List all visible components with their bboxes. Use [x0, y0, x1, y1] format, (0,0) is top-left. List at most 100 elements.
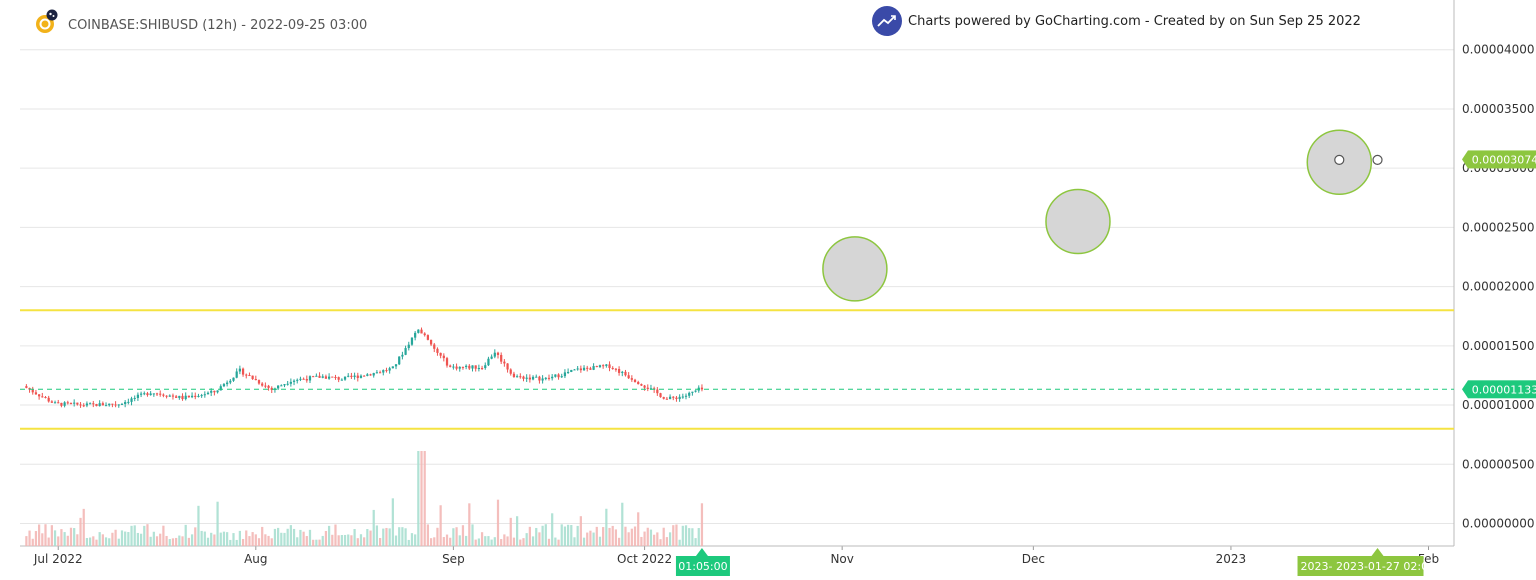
volume-bar [410, 533, 414, 546]
coin-logo-icon [34, 9, 60, 35]
date-tag-prefix: 2023- [1301, 560, 1333, 573]
candle-body [496, 352, 500, 355]
candle-body [630, 378, 633, 380]
volume-bar [350, 535, 353, 546]
candle-body [503, 361, 506, 364]
candle-body [264, 385, 267, 387]
candle-body [159, 393, 162, 395]
candle-body [184, 395, 187, 400]
volume-bar [566, 524, 570, 546]
volume-bar [197, 505, 200, 546]
volume-bar [162, 525, 165, 546]
candle-body [643, 385, 646, 388]
volume-bar [691, 528, 694, 546]
candle-body [573, 369, 576, 371]
volume-bar [637, 512, 640, 546]
candle-body [589, 368, 592, 370]
volume-bar [544, 524, 547, 546]
volume-bar [662, 527, 665, 546]
volume-bar [401, 527, 404, 546]
candle-body [277, 385, 280, 389]
candle-body [474, 365, 477, 369]
volume-bar [372, 509, 375, 546]
volume-bar [251, 532, 254, 546]
volume-bar [57, 536, 60, 546]
candle-body [25, 386, 28, 388]
candle-body [69, 402, 73, 404]
volume-bar [592, 532, 595, 546]
candle-body [41, 396, 44, 398]
candle-body [468, 365, 471, 369]
candle-body [614, 368, 618, 370]
price-tag-arrow [1462, 380, 1468, 399]
volume-bar [25, 536, 28, 546]
candle-body [522, 376, 525, 379]
volume-bar [47, 537, 50, 546]
candle-body [63, 402, 66, 406]
candle-body [47, 397, 50, 402]
volume-bar [149, 536, 152, 546]
candle-body [216, 390, 219, 393]
volume-bar [573, 537, 576, 546]
volume-bar [296, 537, 299, 546]
date-tag-box [1297, 556, 1424, 576]
volume-bar [579, 516, 582, 546]
volume-bar [175, 537, 178, 546]
candle-body [633, 379, 637, 382]
candle-body [229, 380, 232, 383]
price-tag-text: 0.00001133 [1472, 383, 1536, 396]
candle-body [535, 376, 538, 378]
candle-body [544, 377, 547, 379]
candle-body [668, 396, 672, 400]
candle-body [525, 377, 528, 379]
volume-bar [697, 528, 700, 546]
candle-body [44, 396, 47, 398]
candle-body [238, 368, 241, 372]
candle-body [34, 392, 38, 395]
candle-body [38, 394, 41, 397]
volume-bar [315, 539, 318, 546]
volume-bar [318, 539, 321, 546]
volume-bar [605, 508, 608, 546]
candle-body [117, 404, 120, 406]
price-tag-box [1468, 150, 1536, 169]
volume-bar [375, 525, 379, 546]
candle-body [226, 382, 229, 385]
candle-body [366, 374, 369, 376]
volume-bar [229, 539, 232, 546]
price-tag-arrow [1462, 150, 1468, 169]
volume-bar [617, 537, 621, 546]
candle-body [248, 375, 251, 377]
volume-bar [312, 539, 315, 546]
volume-bar [359, 534, 363, 546]
y-tick-label: 0.00003500 [1462, 102, 1535, 116]
candle-body [114, 404, 117, 406]
volume-bar [283, 532, 286, 546]
candle-body [312, 376, 315, 378]
y-tick-label: 0.00001000 [1462, 398, 1535, 412]
volume-bar [248, 536, 251, 546]
volume-bar [108, 538, 111, 546]
candle-body [598, 365, 602, 367]
x-tick-label: 2023 [1216, 552, 1247, 566]
volume-bar [672, 525, 675, 546]
volume-bar [554, 537, 557, 546]
candle-body [108, 403, 111, 406]
volume-bar [449, 537, 452, 546]
volume-bar [496, 499, 500, 546]
candle-body [452, 366, 455, 368]
volume-bar [490, 539, 493, 546]
time-tag-text: 01:05:00 [678, 560, 727, 573]
candle-body [678, 396, 681, 400]
volume-bar [471, 524, 474, 546]
candle-body [557, 374, 560, 378]
candle-body [88, 403, 92, 405]
volume-bar [277, 527, 280, 546]
candle-body [57, 402, 60, 404]
volume-bar [117, 538, 120, 546]
volume-bar [678, 539, 681, 546]
volume-bar [44, 524, 47, 546]
price-tag-box [1468, 380, 1536, 399]
candle-body [283, 384, 286, 386]
